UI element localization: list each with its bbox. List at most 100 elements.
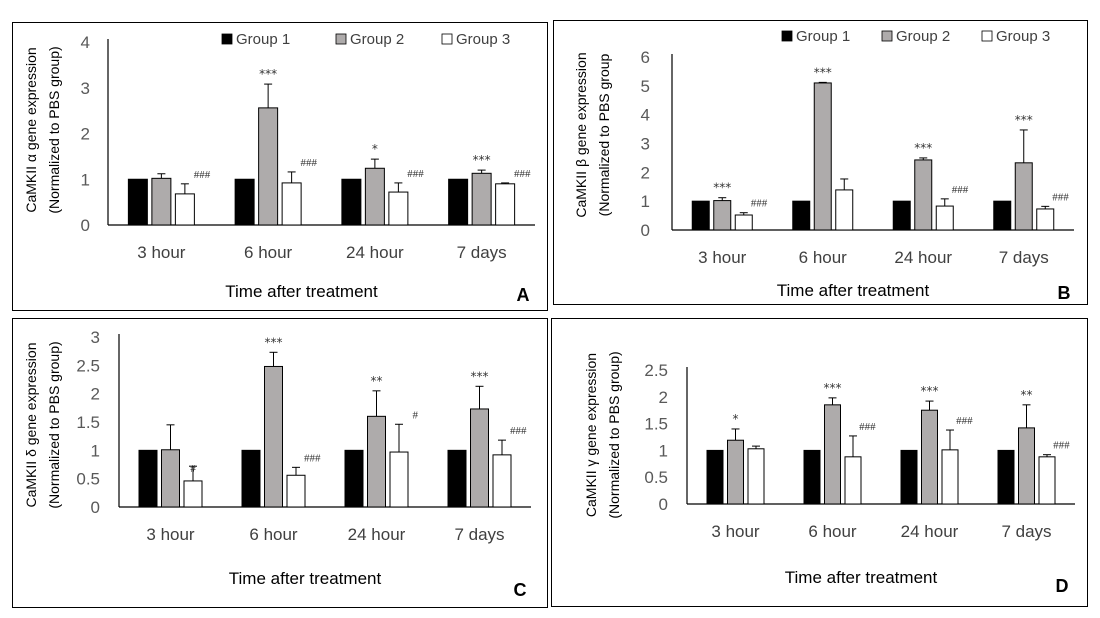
y-tick-label: 2 xyxy=(659,388,668,407)
x-tick-label: 6 hour xyxy=(244,243,293,262)
y-tick-label: 2 xyxy=(641,163,650,182)
y-axis-label: CaMKII δ gene expression xyxy=(23,343,39,508)
x-tick-label: 6 hour xyxy=(799,248,848,267)
bar-group-3 xyxy=(174,193,195,226)
legend-label: Group 3 xyxy=(996,28,1050,45)
x-tick-label: 6 hour xyxy=(249,525,298,544)
bar-group-1 xyxy=(792,200,811,231)
legend-swatch-group-3 xyxy=(981,30,993,42)
bar-group-3 xyxy=(495,183,516,226)
significance-hash-label: ### xyxy=(1053,440,1070,452)
x-tick-label: 6 hour xyxy=(808,522,857,541)
y-tick-label: 0 xyxy=(659,495,668,514)
bar-group-3 xyxy=(492,454,512,508)
x-tick-label: 24 hour xyxy=(901,522,959,541)
bar-group-3 xyxy=(1036,208,1055,231)
legend-swatch-group-2 xyxy=(335,33,347,45)
bar-group-1 xyxy=(691,200,710,231)
bar-group-3 xyxy=(941,449,959,505)
y-axis-label: CaMKII β gene expression xyxy=(573,52,589,217)
significance-hash-label: ### xyxy=(304,452,321,464)
significance-star-label: * xyxy=(733,412,739,426)
bar-group-2 xyxy=(824,404,841,505)
x-tick-label: 7 days xyxy=(1001,522,1051,541)
bar-group-3 xyxy=(734,214,753,231)
bar-group-1 xyxy=(892,200,911,231)
x-tick-label: 3 hour xyxy=(711,522,760,541)
legend-label: Group 2 xyxy=(896,28,950,45)
significance-star-label: ** xyxy=(1021,388,1033,402)
significance-hash-label: ### xyxy=(510,425,527,437)
y-axis-label-sub: (Normalized to PBS group xyxy=(596,53,612,216)
significance-star-label: *** xyxy=(814,65,832,79)
y-tick-label: 2.5 xyxy=(644,361,668,380)
bar-group-1 xyxy=(234,178,255,226)
legend-label: Group 2 xyxy=(350,31,404,48)
bar-group-2 xyxy=(470,408,489,508)
bar-group-1 xyxy=(241,449,261,508)
significance-star-label: *** xyxy=(259,67,277,81)
bar-group-2 xyxy=(258,107,279,226)
y-tick-label: 1.5 xyxy=(644,415,668,434)
y-tick-label: 1.5 xyxy=(76,413,100,432)
bar-group-2 xyxy=(713,200,732,231)
x-tick-label: 7 days xyxy=(454,525,504,544)
x-axis-label: Time after treatment xyxy=(229,569,382,588)
y-tick-label: 0.5 xyxy=(644,468,668,487)
bar-group-3 xyxy=(183,480,203,508)
panel-a xyxy=(12,22,548,311)
significance-hash-label: ### xyxy=(407,168,424,180)
y-tick-label: 1 xyxy=(81,170,90,189)
x-tick-label: 3 hour xyxy=(146,525,195,544)
y-tick-label: 4 xyxy=(641,106,650,125)
legend-label: Group 1 xyxy=(796,28,850,45)
x-tick-label: 7 days xyxy=(999,248,1049,267)
bar-group-2 xyxy=(921,409,938,505)
significance-hash-label: ### xyxy=(300,157,317,169)
chart-panel-a: 0 1 2 3 4 CaMKII α gene expression (Normalized… xyxy=(23,31,535,305)
y-tick-label: 2 xyxy=(91,385,100,404)
significance-star-label: *** xyxy=(824,381,842,395)
bar-group-1 xyxy=(447,449,467,508)
bar-group-2 xyxy=(367,415,386,508)
y-tick-label: 3 xyxy=(81,79,90,98)
chart-panel-b: 0 1 2 3 4 5 6 CaMKII β gene expression (Normaliz… xyxy=(573,28,1074,303)
bar-group-1 xyxy=(993,200,1012,231)
significance-hash-label: ### xyxy=(194,169,211,181)
bar-group-1 xyxy=(900,449,918,505)
legend-label: Group 3 xyxy=(456,31,510,48)
y-tick-label: 3 xyxy=(641,135,650,154)
y-tick-label: 2 xyxy=(81,125,90,144)
y-axis-label-sub: (Normalized to PBS group) xyxy=(46,46,62,213)
significance-star-label: *** xyxy=(471,369,489,383)
bar-group-1 xyxy=(127,178,148,226)
chart-panel-c: 0 0.5 1 1.5 2 2.5 3 CaMKII δ gene expression (No… xyxy=(23,328,531,600)
bar-group-1 xyxy=(706,449,724,505)
significance-hash-label: ### xyxy=(952,184,969,196)
panel-letter: B xyxy=(1058,283,1071,303)
y-tick-label: 0 xyxy=(91,498,100,517)
x-tick-label: 3 hour xyxy=(698,248,747,267)
significance-hash-label: ### xyxy=(956,415,973,427)
y-axis-label: CaMKII α gene expression xyxy=(23,47,39,212)
bar-group-1 xyxy=(803,449,821,505)
y-tick-label: 1 xyxy=(659,441,668,460)
significance-star-label: *** xyxy=(265,335,283,349)
x-axis-label: Time after treatment xyxy=(785,568,938,587)
bar-group-1 xyxy=(344,449,364,508)
bar-group-1 xyxy=(997,449,1015,505)
y-tick-label: 5 xyxy=(641,77,650,96)
bar-group-3 xyxy=(844,456,862,505)
chart-panel-d: 0 0.5 1 1.5 2 2.5 CaMKII γ gene expression (Nor… xyxy=(583,351,1075,596)
significance-hash-label: ### xyxy=(751,198,768,210)
x-tick-label: 24 hour xyxy=(346,243,404,262)
bar-group-3 xyxy=(286,474,306,508)
panel-letter: C xyxy=(514,580,527,600)
bar-group-3 xyxy=(1038,456,1056,505)
x-axis-label: Time after treatment xyxy=(225,282,378,301)
bar-group-2 xyxy=(1014,162,1033,231)
significance-star-label: * xyxy=(372,142,378,156)
significance-hash-label: # xyxy=(190,463,196,475)
significance-hash-label: ### xyxy=(1052,191,1069,203)
